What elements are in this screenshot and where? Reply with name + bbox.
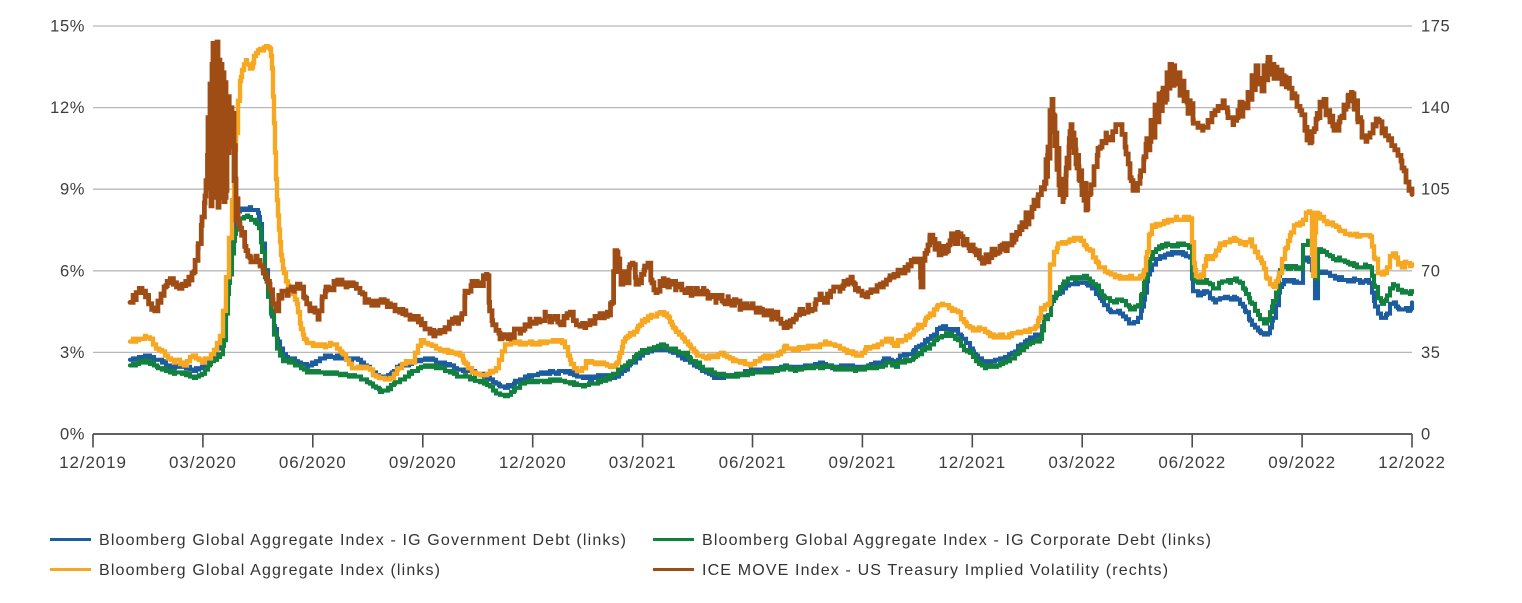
svg-text:12%: 12% (50, 99, 85, 117)
svg-text:12/2019: 12/2019 (59, 453, 127, 472)
svg-text:09/2020: 09/2020 (389, 453, 457, 472)
svg-text:35: 35 (1421, 344, 1441, 362)
svg-text:09/2022: 09/2022 (1268, 453, 1336, 472)
svg-text:70: 70 (1421, 262, 1441, 280)
svg-text:175: 175 (1421, 18, 1450, 36)
svg-text:0%: 0% (60, 426, 85, 444)
svg-text:ICE MOVE Index - US Treasury I: ICE MOVE Index - US Treasury Implied Vol… (702, 562, 1169, 579)
svg-text:06/2021: 06/2021 (719, 453, 787, 472)
svg-text:12/2022: 12/2022 (1378, 453, 1446, 472)
svg-text:12/2020: 12/2020 (499, 453, 567, 472)
svg-text:9%: 9% (60, 181, 85, 199)
svg-text:0: 0 (1421, 426, 1431, 444)
svg-text:03/2022: 03/2022 (1048, 453, 1116, 472)
svg-text:140: 140 (1421, 99, 1450, 117)
svg-text:3%: 3% (60, 344, 85, 362)
svg-text:Bloomberg Global Aggregate Ind: Bloomberg Global Aggregate Index (links) (99, 562, 441, 579)
svg-text:12/2021: 12/2021 (938, 453, 1006, 472)
svg-text:15%: 15% (50, 18, 85, 36)
svg-text:105: 105 (1421, 181, 1450, 199)
svg-text:09/2021: 09/2021 (829, 453, 897, 472)
svg-text:Bloomberg Global Aggregate Ind: Bloomberg Global Aggregate Index - IG Go… (99, 532, 627, 549)
svg-text:06/2020: 06/2020 (279, 453, 347, 472)
svg-text:6%: 6% (60, 262, 85, 280)
svg-text:03/2021: 03/2021 (609, 453, 677, 472)
svg-text:Bloomberg Global Aggregate Ind: Bloomberg Global Aggregate Index - IG Co… (702, 532, 1212, 549)
svg-text:03/2020: 03/2020 (169, 453, 237, 472)
svg-text:06/2022: 06/2022 (1158, 453, 1226, 472)
